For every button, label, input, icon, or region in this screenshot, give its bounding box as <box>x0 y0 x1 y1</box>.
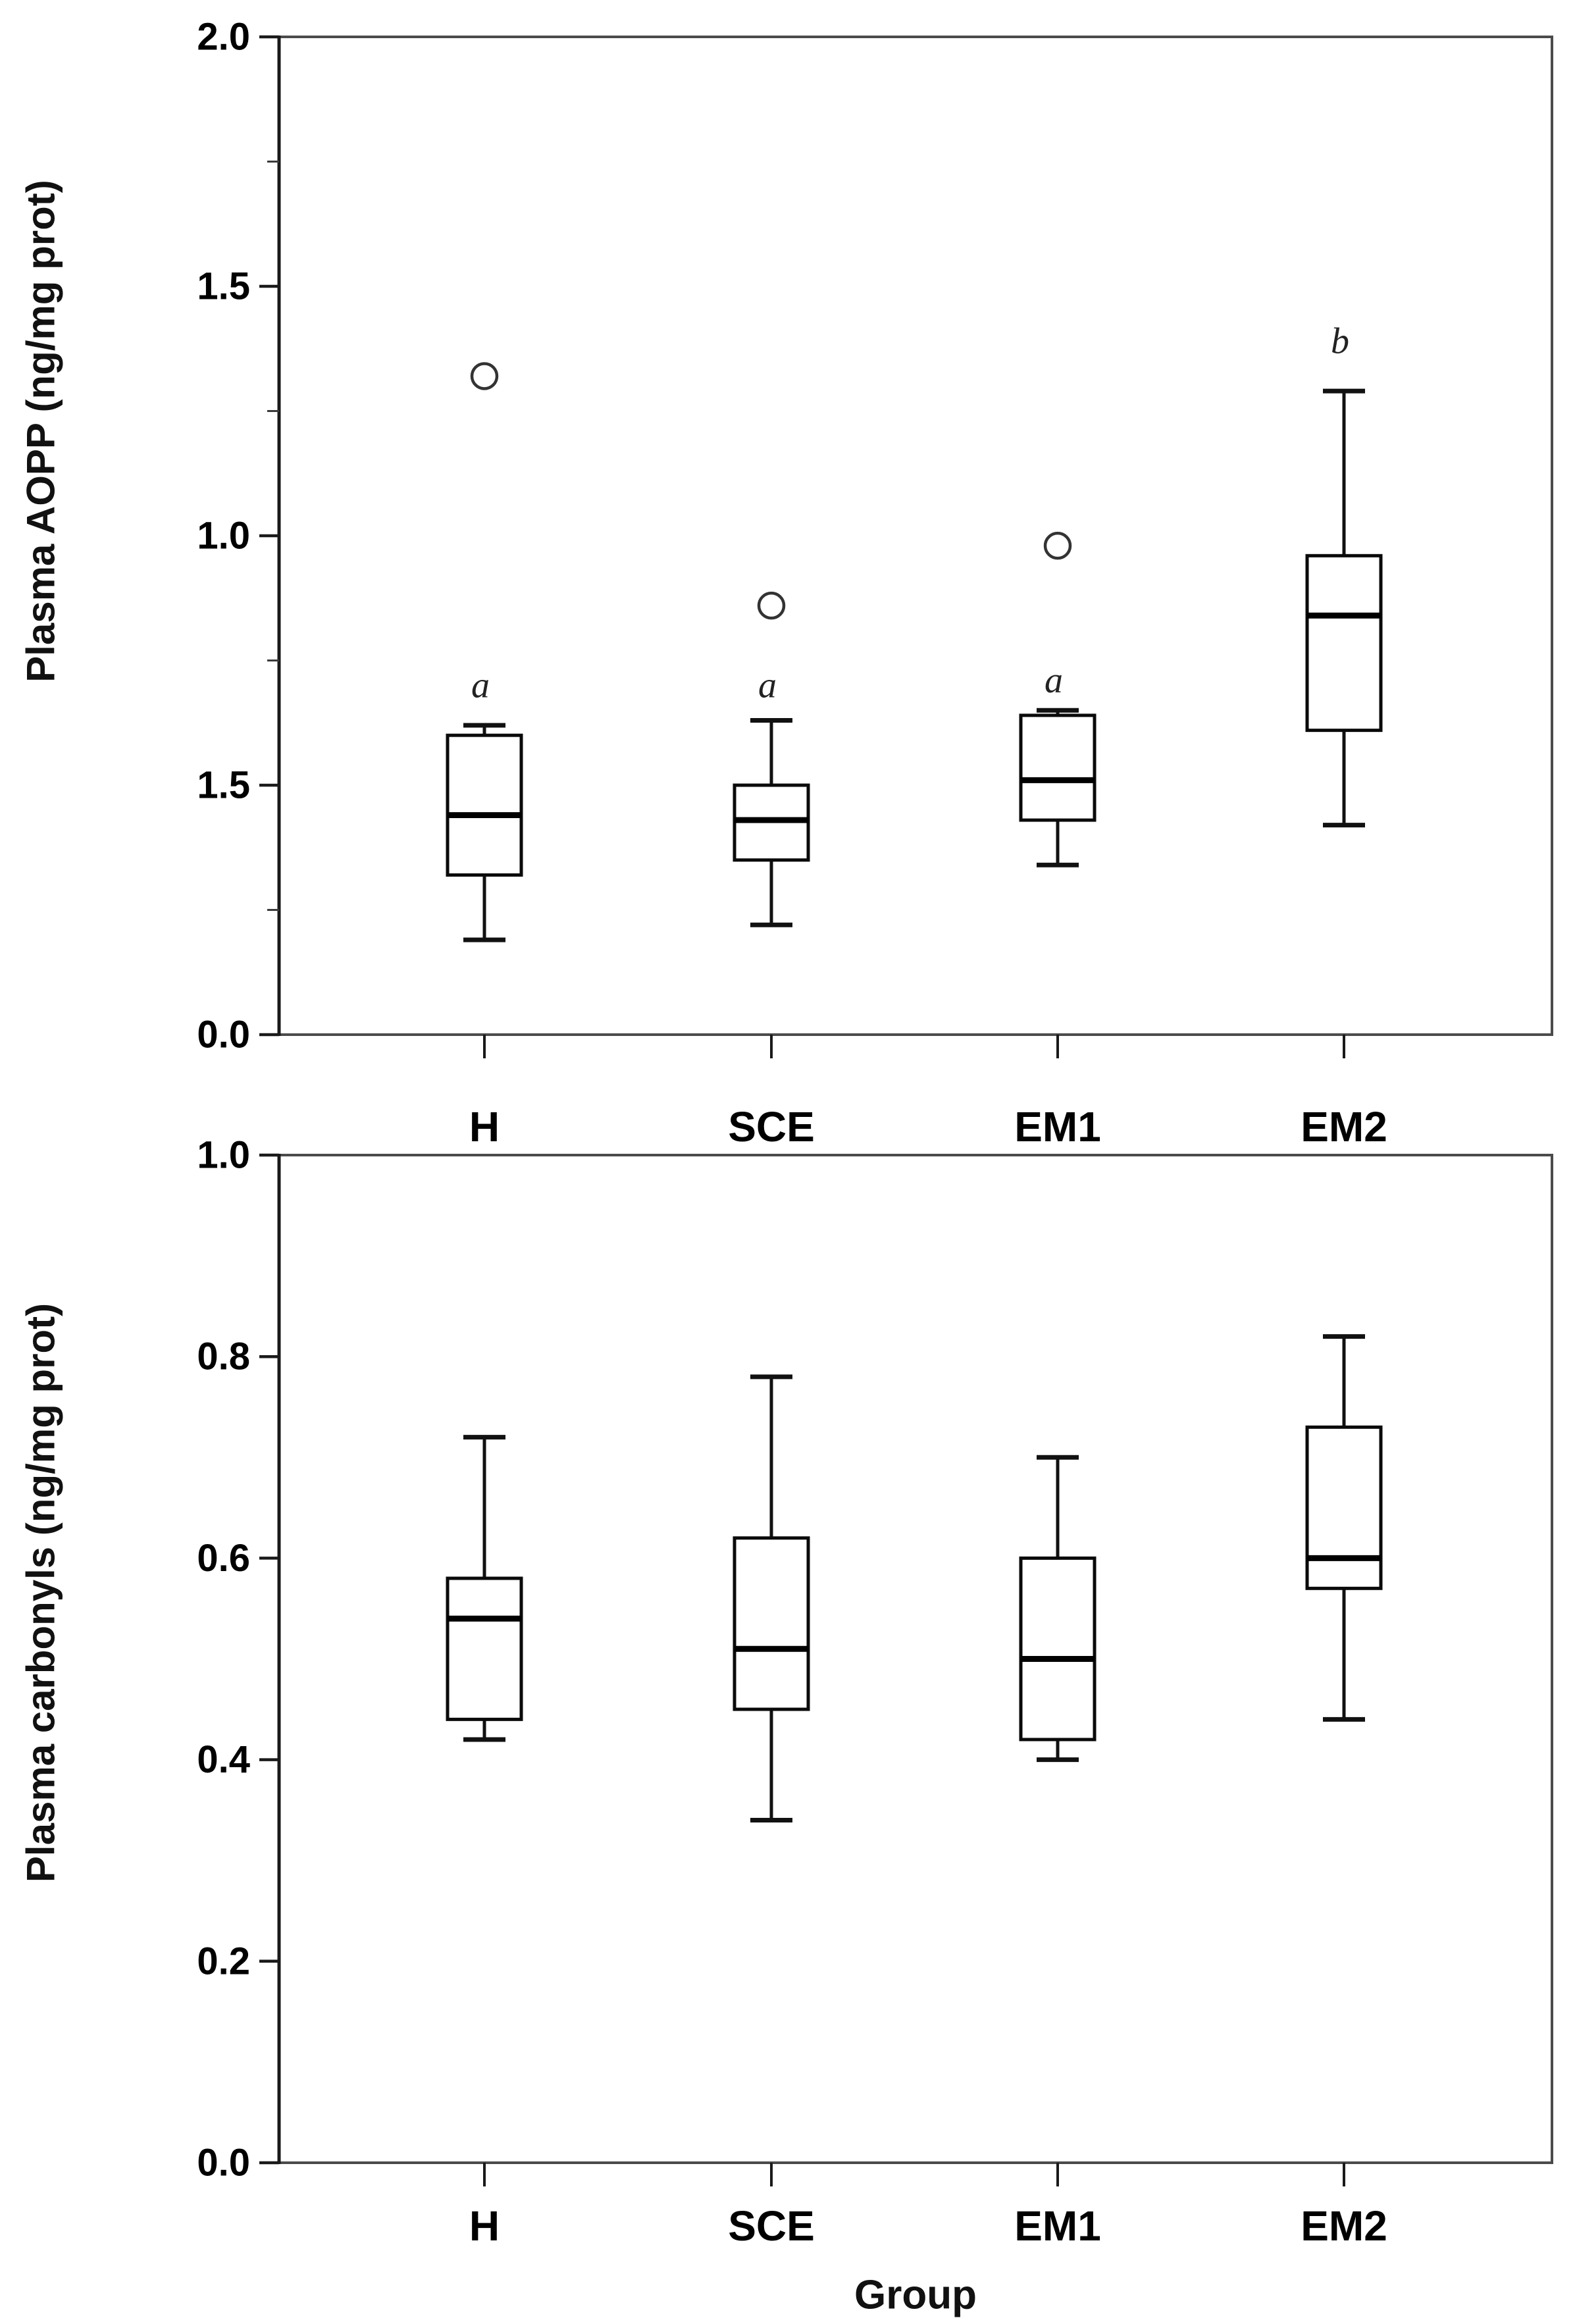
outlier-point <box>757 591 786 620</box>
x-category-label: SCE <box>728 1103 815 1150</box>
x-category-label: EM2 <box>1301 2202 1387 2250</box>
x-category-label: EM1 <box>1014 2202 1101 2250</box>
y-tick-label: 2.0 <box>197 16 250 59</box>
x-category-label: EM1 <box>1014 1103 1101 1150</box>
outlier-point <box>470 362 499 390</box>
x-category-label: EM2 <box>1301 1103 1387 1150</box>
box-iqr <box>446 733 523 877</box>
y-tick-label: 0.0 <box>197 2142 250 2184</box>
box-iqr <box>1019 713 1097 822</box>
y-axis-title-carbonyls: Plasma carbonyls (ng/mg prot) <box>18 1303 63 1883</box>
y-tick-label: 0.2 <box>197 1940 250 1982</box>
significance-letter: a <box>758 665 777 706</box>
y-tick-label: 0.8 <box>197 1335 250 1378</box>
y-tick-label: 1.5 <box>197 764 250 807</box>
x-category-label: SCE <box>728 2202 815 2250</box>
y-tick-label: 0.0 <box>197 1014 250 1056</box>
y-axis-title-aopp: Plasma AOPP (ng/mg prot) <box>18 180 63 683</box>
x-category-label: H <box>469 2202 500 2250</box>
significance-letter: b <box>1331 321 1349 361</box>
box-iqr <box>1305 554 1383 733</box>
x-category-label: H <box>469 1103 500 1150</box>
box-iqr <box>446 1576 523 1721</box>
box-iqr <box>1019 1556 1097 1742</box>
y-tick-label: 1.0 <box>197 515 250 557</box>
significance-letter: a <box>471 665 490 706</box>
plot-frame <box>278 36 1553 1036</box>
y-tick-label: 0.6 <box>197 1537 250 1580</box>
significance-letter: a <box>1045 660 1063 701</box>
outlier-point <box>1043 531 1072 560</box>
box-iqr <box>733 1536 810 1711</box>
y-tick-label: 1.5 <box>197 265 250 308</box>
box-iqr <box>1305 1425 1383 1590</box>
x-axis-title-group: Group <box>854 2272 977 2318</box>
y-tick-label: 0.4 <box>197 1738 250 1781</box>
y-tick-label: 1.0 <box>197 1134 250 1177</box>
